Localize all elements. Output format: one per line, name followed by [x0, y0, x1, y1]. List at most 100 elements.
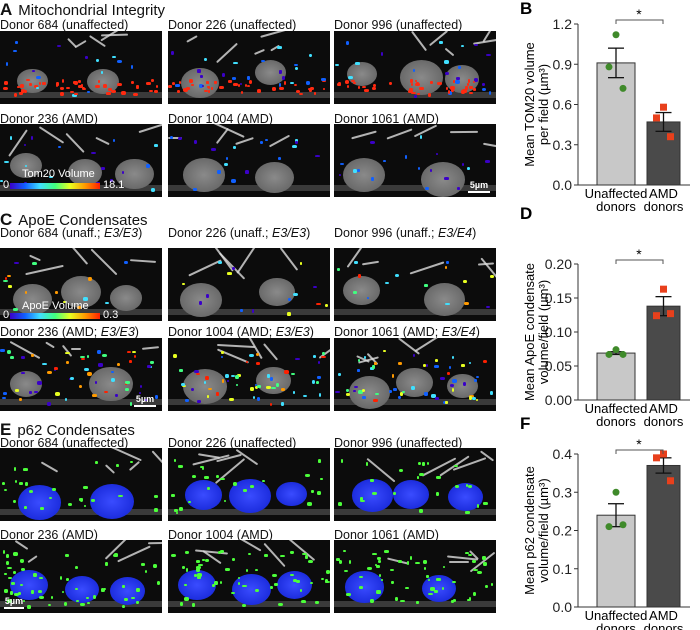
data-point	[612, 488, 620, 496]
signal-dot	[100, 587, 105, 592]
signal-dot	[423, 567, 427, 571]
signal-dot	[144, 398, 148, 401]
signal-dot	[231, 267, 236, 270]
signal-dot	[275, 383, 280, 387]
signal-dot	[436, 578, 441, 581]
signal-dot	[456, 77, 461, 80]
signal-dot	[190, 387, 195, 392]
signal-dot	[222, 72, 226, 77]
membrane-fibre	[346, 248, 369, 269]
signal-dot	[154, 90, 159, 94]
signal-dot	[317, 491, 322, 495]
panel-letter: C	[0, 210, 13, 229]
signal-dot	[17, 85, 21, 88]
membrane-fibre	[186, 35, 198, 43]
significance-star: *	[636, 246, 642, 262]
signal-dot	[214, 81, 217, 84]
signal-dot	[178, 465, 183, 468]
signal-dot	[196, 576, 201, 579]
signal-dot	[185, 399, 189, 403]
signal-dot	[64, 397, 68, 401]
signal-dot	[168, 85, 173, 88]
signal-dot	[279, 70, 282, 75]
signal-dot	[129, 359, 132, 364]
signal-dot	[426, 461, 430, 465]
signal-dot	[485, 584, 489, 589]
membrane-fibre	[482, 142, 496, 149]
signal-dot	[82, 86, 86, 91]
signal-dot	[474, 43, 479, 46]
signal-dot	[325, 580, 330, 584]
signal-dot	[292, 391, 295, 395]
signal-dot	[481, 87, 487, 92]
signal-dot	[110, 378, 115, 383]
nucleus	[351, 479, 393, 512]
signal-dot	[13, 308, 18, 311]
signal-dot	[124, 597, 128, 602]
signal-dot	[111, 56, 116, 59]
signal-dot	[11, 582, 15, 586]
signal-dot	[172, 354, 178, 359]
significance-star: *	[636, 6, 642, 22]
signal-dot	[121, 170, 124, 175]
signal-dot	[233, 62, 238, 65]
signal-dot	[104, 390, 108, 394]
micrograph-image	[168, 248, 330, 321]
signal-dot	[307, 88, 312, 91]
scale-bar-label: 5µm	[135, 394, 155, 404]
label-suffix: )	[309, 325, 314, 339]
signal-dot	[116, 463, 119, 468]
signal-dot	[149, 365, 153, 369]
signal-dot	[447, 371, 450, 376]
signal-dot	[203, 380, 207, 384]
signal-dot	[2, 396, 6, 399]
donor-label: Donor 1061 (AMD)	[334, 112, 439, 126]
signal-dot	[287, 312, 291, 316]
signal-dot	[3, 81, 8, 85]
signal-dot	[146, 163, 150, 168]
micrograph-image: 5µm	[0, 338, 162, 411]
signal-dot	[467, 598, 470, 602]
signal-dot	[353, 291, 358, 295]
signal-dot	[486, 305, 490, 309]
signal-dot	[414, 80, 418, 83]
signal-dot	[103, 84, 108, 89]
nucleus	[421, 161, 465, 197]
bar-chart-B: B 0.0 0.3 0.6 0.9 1.2 Mean TOM20 volume per fie…	[520, 0, 690, 214]
signal-dot	[15, 388, 20, 392]
label-suffix: )	[134, 325, 139, 339]
nucleus	[179, 283, 223, 318]
signal-dot	[133, 355, 137, 359]
signal-dot	[444, 71, 449, 76]
signal-dot	[41, 362, 47, 366]
signal-dot	[69, 377, 75, 381]
signal-dot	[36, 86, 39, 89]
tile-label: Donor 996 (unaffected)	[334, 18, 462, 32]
signal-dot	[195, 560, 200, 564]
signal-dot	[40, 506, 44, 510]
data-point	[619, 84, 627, 92]
signal-dot	[453, 80, 456, 83]
signal-dot	[184, 551, 190, 554]
signal-dot	[110, 178, 113, 182]
signal-dot	[469, 91, 474, 94]
signal-dot	[451, 379, 457, 383]
signal-dot	[26, 79, 30, 82]
signal-dot	[321, 80, 327, 83]
y-tick-label: 0.00	[545, 392, 572, 408]
signal-dot	[370, 367, 374, 370]
signal-dot	[320, 477, 323, 480]
signal-dot	[175, 512, 178, 515]
scale-bar-line	[4, 607, 24, 609]
signal-dot	[409, 556, 412, 560]
signal-dot	[173, 508, 179, 512]
data-point	[667, 133, 674, 141]
signal-dot	[80, 356, 85, 359]
signal-dot	[192, 602, 195, 607]
signal-dot	[87, 372, 93, 376]
signal-dot	[217, 261, 222, 264]
signal-dot	[256, 385, 261, 388]
signal-dot	[14, 479, 17, 483]
signal-dot	[400, 392, 404, 396]
signal-dot	[416, 92, 420, 95]
